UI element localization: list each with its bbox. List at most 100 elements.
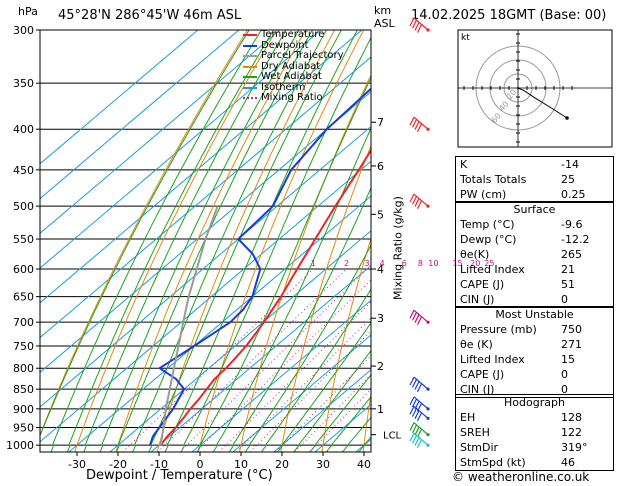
pressure-tick-label: 750 xyxy=(13,340,34,353)
isotherm-line xyxy=(109,230,371,452)
location-title: 45°28'N 286°45'W 46m ASL xyxy=(58,8,242,23)
index-label: θe (K) xyxy=(460,338,493,351)
mixing-ratio-line xyxy=(157,268,347,452)
index-label: StmSpd (kt) xyxy=(460,456,526,469)
isotherm-line xyxy=(40,125,371,408)
copyright-footer: © weatheronline.co.uk xyxy=(452,470,590,484)
pressure-tick-label: 550 xyxy=(13,233,34,246)
pressure-tick-label: 800 xyxy=(13,362,34,375)
index-row: PW (cm) 0.25 xyxy=(456,187,613,202)
mixing-ratio-label: 15 xyxy=(452,259,462,268)
index-label: θe(K) xyxy=(460,248,490,261)
legend-item: Wet Adiabat xyxy=(243,71,344,83)
mixing-ratio-label: 8 xyxy=(418,259,423,268)
index-value: 128 xyxy=(561,411,582,424)
index-value: 122 xyxy=(561,426,582,439)
temp-tick-label: 10 xyxy=(234,458,248,471)
mixing-ratio-label: 1 xyxy=(311,259,316,268)
pressure-tick-label: 450 xyxy=(13,164,34,177)
isotherm-line xyxy=(40,30,363,304)
wet-adiabat-line xyxy=(180,36,371,452)
wet-adiabat-line xyxy=(115,30,313,452)
index-value: 750 xyxy=(561,323,582,336)
wet-adiabat-line xyxy=(228,186,371,452)
index-value: 25 xyxy=(561,173,575,186)
dry-adiabat-line xyxy=(156,30,336,452)
index-value: 46 xyxy=(561,456,575,469)
wet-adiabat-line xyxy=(83,30,287,452)
km-tick-label: 2 xyxy=(377,360,384,373)
legend-label: Dry Adiabat xyxy=(261,60,321,72)
wind-barb xyxy=(409,309,430,326)
wet-adiabat-line xyxy=(309,374,371,452)
km-tick-label: 1 xyxy=(377,403,384,416)
index-label: StmDir xyxy=(460,441,499,454)
wind-barb xyxy=(409,17,430,33)
index-label: CIN (J) xyxy=(460,383,495,396)
index-row: Totals Totals 25 xyxy=(456,172,613,187)
wind-barb xyxy=(409,193,430,210)
wet-adiabat-line xyxy=(293,349,371,452)
indices-panel: K -14 Totals Totals 25 PW (cm) 0.25 xyxy=(455,156,614,203)
hodograph-end-marker xyxy=(565,116,569,120)
chart-legend: Temperature Dewpoint Parcel Trajectory Dry … xyxy=(243,29,344,104)
wet-adiabat-line xyxy=(277,322,371,452)
index-label: CIN (J) xyxy=(460,293,495,306)
km-unit-label: km xyxy=(374,4,392,17)
temp-tick-label: -20 xyxy=(109,458,127,471)
legend-item: Dewpoint xyxy=(243,40,344,52)
surface-panel: Surface Temp (°C) -9.6 Dewp (°C) -12.2 θe(K)… xyxy=(455,201,614,308)
index-row: EH 128 xyxy=(456,410,613,425)
index-label: Totals Totals xyxy=(460,173,527,186)
parcel-trajectory-profile xyxy=(159,205,219,446)
legend-swatch xyxy=(243,76,257,79)
index-label: Lifted Index xyxy=(460,353,525,366)
dry-adiabat-line xyxy=(197,30,365,452)
pressure-tick-label: 400 xyxy=(13,123,34,136)
pressure-tick-label: 350 xyxy=(13,77,34,90)
wet-adiabat-line xyxy=(325,396,371,452)
legend-swatch xyxy=(243,65,257,68)
x-axis-title: Dewpoint / Temperature (°C) xyxy=(86,468,273,483)
index-row: CIN (J) 0 xyxy=(456,292,613,307)
index-value: 0.25 xyxy=(561,188,586,201)
isotherm-line xyxy=(232,334,371,452)
index-value: 15 xyxy=(561,353,575,366)
most-unstable-title: Most Unstable xyxy=(495,308,574,321)
temp-tick-label: 40 xyxy=(357,458,371,471)
dewpoint-profile xyxy=(149,87,371,446)
index-label: EH xyxy=(460,411,476,424)
index-row: CIN (J) 0 xyxy=(456,382,613,397)
wind-barb xyxy=(409,422,430,438)
legend-label: Parcel Trajectory xyxy=(261,50,344,61)
legend-swatch xyxy=(243,97,257,100)
index-value: -12.2 xyxy=(561,233,590,246)
mixing-ratio-label: 20 xyxy=(470,259,480,268)
km-tick-label: 3 xyxy=(377,312,384,325)
wet-adiabat-line xyxy=(99,30,300,452)
index-label: Pressure (mb) xyxy=(460,323,537,336)
index-row: θe (K) 271 xyxy=(456,337,613,352)
km-tick-label: 7 xyxy=(377,116,384,129)
legend-item: Mixing Ratio xyxy=(243,92,344,104)
index-label: PW (cm) xyxy=(460,188,507,201)
legend-label: Wet Adiabat xyxy=(261,71,322,82)
wet-adiabat-line xyxy=(196,76,371,452)
dry-adiabat-line xyxy=(321,237,371,452)
isotherm-line xyxy=(40,30,199,165)
index-value: -9.6 xyxy=(561,218,583,231)
km-tick-label: 6 xyxy=(377,160,384,173)
legend-label: Mixing Ratio xyxy=(261,92,323,103)
isotherm-line xyxy=(40,30,240,200)
isotherm-line xyxy=(273,369,371,452)
hodograph-stats-title: Hodograph xyxy=(504,396,565,409)
most-unstable-panel: Most Unstable Pressure (mb) 750 θe (K) 271 L… xyxy=(455,306,614,398)
index-value: -14 xyxy=(561,158,579,171)
index-label: CAPE (J) xyxy=(460,368,505,381)
mixing-ratio-label: 25 xyxy=(484,259,494,268)
temp-tick-label: 30 xyxy=(316,458,330,471)
lcl-label: LCL xyxy=(383,431,402,442)
index-value: 271 xyxy=(561,338,582,351)
legend-label: Temperature xyxy=(261,29,325,40)
